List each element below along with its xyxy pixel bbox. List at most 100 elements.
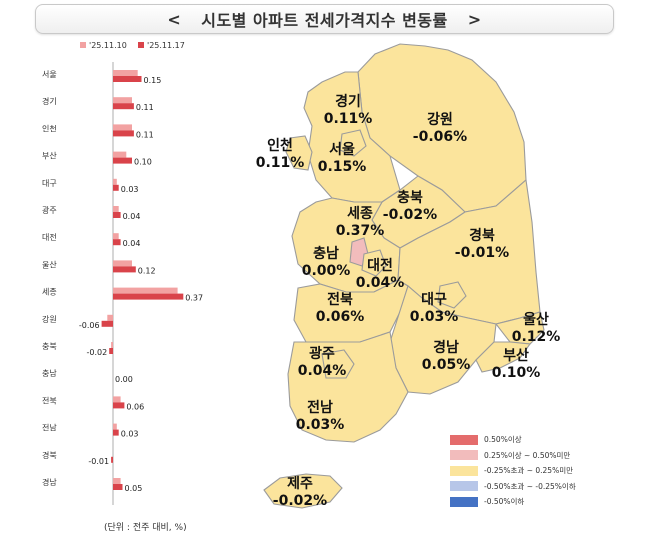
bar-curr bbox=[113, 293, 184, 300]
category-label: 경기 bbox=[42, 96, 57, 106]
map-regions bbox=[263, 43, 545, 509]
legend-label: '25.11.17 bbox=[147, 41, 185, 50]
map-region-value: 0.03% bbox=[410, 309, 459, 325]
map-legend-swatch bbox=[450, 434, 478, 445]
map-legend-item: 0.50%이상 bbox=[450, 432, 576, 448]
region-gwangju bbox=[321, 349, 355, 379]
bar-prev bbox=[113, 206, 119, 212]
chart-title: 시도별 아파트 전세가격지수 변동률 bbox=[201, 11, 448, 30]
data-label: -0.02 bbox=[86, 348, 107, 357]
bar-prev bbox=[113, 396, 121, 403]
data-label: 0.11 bbox=[136, 130, 154, 139]
map-region-name: 전남 bbox=[307, 399, 333, 416]
bar-curr bbox=[113, 484, 123, 490]
bar-prev bbox=[113, 97, 132, 104]
map-legend-item: -0.50%이하 bbox=[450, 494, 576, 510]
category-label: 전북 bbox=[42, 395, 57, 405]
map-region-value: 0.05% bbox=[422, 357, 471, 373]
data-label: 0.05 bbox=[125, 484, 143, 493]
map-legend-label: 0.50%이상 bbox=[484, 435, 522, 445]
bar-prev bbox=[113, 287, 178, 294]
bar-prev bbox=[113, 233, 119, 240]
bar-curr bbox=[109, 348, 113, 354]
data-label: 0.37 bbox=[185, 294, 203, 303]
bar-curr bbox=[113, 103, 134, 110]
region-seoul bbox=[339, 129, 367, 157]
data-label: 0.04 bbox=[123, 239, 141, 248]
bar-prev bbox=[111, 342, 113, 348]
map-region-value: 0.15% bbox=[318, 159, 367, 175]
map-region-value: 0.12% bbox=[512, 329, 561, 345]
bar-prev bbox=[113, 124, 132, 131]
category-label: 광주 bbox=[42, 205, 57, 215]
map-region-name: 대전 bbox=[367, 257, 393, 274]
map-legend-label: -0.25%초과 ~ 0.25%미만 bbox=[484, 466, 574, 476]
data-label: 0.03 bbox=[121, 185, 139, 194]
data-label: 0.06 bbox=[126, 402, 144, 411]
map-region-name: 부산 bbox=[503, 347, 529, 364]
map-region-value: 0.04% bbox=[298, 363, 347, 379]
map-region-name: 울산 bbox=[523, 311, 549, 328]
region-daegu bbox=[437, 281, 467, 309]
bar-prev bbox=[113, 70, 138, 76]
bar-curr bbox=[113, 266, 136, 273]
bar-prev bbox=[107, 314, 113, 321]
bar-curr bbox=[113, 184, 119, 191]
data-label: 0.11 bbox=[136, 103, 154, 112]
region-jeju bbox=[263, 473, 343, 509]
data-label: 0.10 bbox=[134, 158, 152, 167]
map-region-value: 0.11% bbox=[256, 155, 305, 171]
bar-curr bbox=[113, 76, 142, 82]
bar-curr bbox=[113, 429, 119, 436]
category-label: 충남 bbox=[42, 369, 57, 378]
bar-curr bbox=[113, 157, 132, 164]
map-region-value: -0.02% bbox=[383, 207, 437, 223]
map-legend-item: -0.50%초과 ~ -0.25%이하 bbox=[450, 479, 576, 495]
map-legend-swatch bbox=[450, 481, 478, 492]
bar-prev bbox=[113, 423, 117, 430]
category-label: 부산 bbox=[42, 151, 57, 161]
legend-label: '25.11.10 bbox=[89, 41, 127, 50]
data-label: 0.04 bbox=[123, 212, 141, 221]
category-label: 대구 bbox=[42, 179, 57, 188]
map-region-name: 제주 bbox=[287, 476, 313, 492]
bar-curr bbox=[113, 402, 125, 409]
bar-curr bbox=[113, 239, 121, 246]
map-region-name: 대구 bbox=[421, 292, 447, 308]
region-busan bbox=[475, 341, 531, 373]
category-label: 충북 bbox=[42, 342, 57, 351]
title-left-bracket: < bbox=[167, 9, 182, 29]
legend-swatch bbox=[80, 42, 86, 48]
data-label: 0.00 bbox=[115, 375, 133, 384]
bar-prev bbox=[113, 478, 121, 484]
map-legend-item: 0.25%이상 ~ 0.50%미만 bbox=[450, 448, 576, 464]
category-label: 경북 bbox=[42, 450, 57, 460]
map-legend: 0.50%이상 0.25%이상 ~ 0.50%미만 -0.25%초과 ~ 0.2… bbox=[450, 432, 576, 510]
map-region-name: 충남 bbox=[313, 245, 339, 262]
map-label-layer: 경기0.11% 강원-0.06%인천0.11%서울0.15%충북-0.02%세종0… bbox=[256, 93, 561, 509]
title-right-bracket: > bbox=[467, 9, 482, 29]
map-legend-label: 0.25%이상 ~ 0.50%미만 bbox=[484, 450, 571, 460]
map-region-name: 충북 bbox=[397, 190, 423, 206]
map-region-name: 강원 bbox=[427, 111, 453, 128]
region-incheon bbox=[285, 135, 313, 171]
map-region-value: 0.00% bbox=[302, 263, 351, 279]
map-region-value: 0.11% bbox=[324, 111, 373, 127]
map-region-name: 인천 bbox=[267, 137, 293, 154]
map-region-value: 0.06% bbox=[316, 309, 365, 325]
region-daejeon bbox=[361, 249, 387, 277]
map-region-name: 서울 bbox=[329, 141, 355, 158]
map-region-value: 0.10% bbox=[492, 365, 541, 381]
bar-prev bbox=[113, 260, 132, 267]
map-legend-label: -0.50%이하 bbox=[484, 497, 525, 507]
bar-curr bbox=[113, 130, 134, 137]
region-jeonnam bbox=[287, 331, 409, 443]
data-label: 0.15 bbox=[144, 76, 162, 85]
bar-chart: '25.11.10 '25.11.17 서울 0.15 경기 0.11 인천 0.11 부산 0.… bbox=[42, 41, 203, 505]
data-label: -0.06 bbox=[79, 321, 100, 330]
korea-map: 경기0.11% 강원-0.06%인천0.11%서울0.15%충북-0.02%세종0… bbox=[256, 43, 561, 509]
bar-prev bbox=[113, 151, 127, 158]
map-region-name: 경기 bbox=[335, 93, 361, 110]
map-region-value: 0.04% bbox=[356, 275, 405, 291]
category-label: 경남 bbox=[42, 477, 57, 487]
